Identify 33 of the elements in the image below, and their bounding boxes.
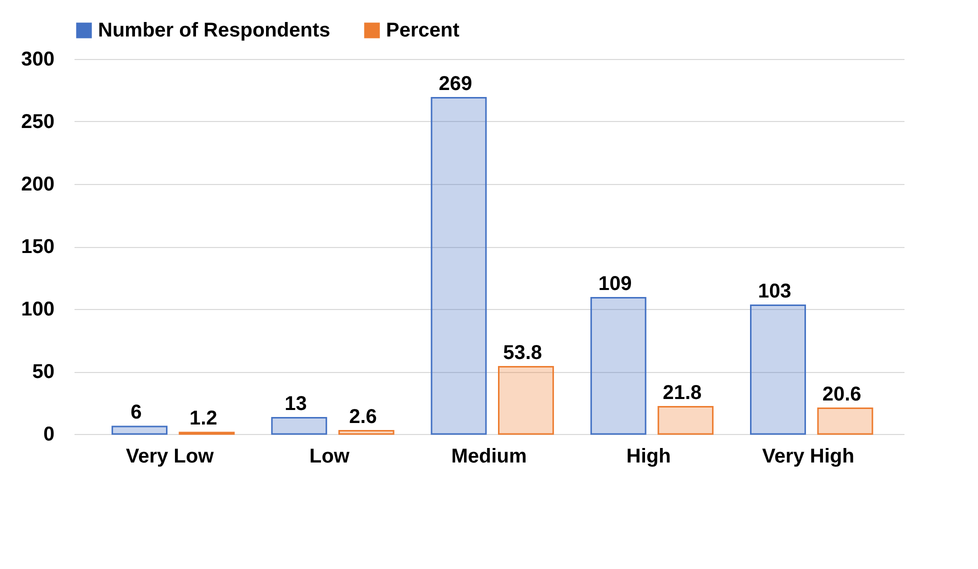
legend-label: Percent bbox=[386, 19, 460, 42]
y-tick-label: 250 bbox=[21, 111, 54, 133]
x-tick-label: High bbox=[626, 446, 671, 468]
data-label: 103 bbox=[758, 280, 792, 302]
bar bbox=[750, 304, 806, 435]
y-tick-label: 300 bbox=[21, 48, 54, 70]
y-tick-label: 50 bbox=[32, 361, 54, 383]
data-label: 20.6 bbox=[822, 383, 862, 406]
legend-label: Number of Respondents bbox=[98, 19, 330, 42]
data-label: 13 bbox=[284, 392, 307, 415]
x-tick-label: Very Low bbox=[126, 446, 214, 468]
bar bbox=[112, 426, 168, 435]
data-label: 21.8 bbox=[662, 382, 702, 404]
y-tick-label: 0 bbox=[43, 424, 54, 446]
data-label: 2.6 bbox=[349, 406, 377, 428]
data-label: 269 bbox=[438, 72, 472, 95]
bar bbox=[817, 408, 874, 435]
data-label: 53.8 bbox=[503, 342, 542, 364]
x-tick-label: Very High bbox=[762, 446, 854, 468]
y-tick-label: 200 bbox=[21, 174, 54, 196]
data-label: 109 bbox=[598, 272, 632, 295]
bar bbox=[498, 366, 554, 435]
bar bbox=[271, 417, 328, 435]
bar bbox=[658, 406, 714, 435]
bar bbox=[590, 297, 646, 435]
bar bbox=[338, 430, 394, 435]
data-label: 1.2 bbox=[189, 408, 218, 430]
y-tick-label: 150 bbox=[21, 236, 54, 258]
bar bbox=[430, 97, 487, 435]
data-label: 6 bbox=[130, 402, 142, 424]
x-tick-label: Low bbox=[309, 446, 350, 468]
y-tick-label: 100 bbox=[21, 298, 54, 320]
x-tick-label: Medium bbox=[451, 446, 527, 468]
